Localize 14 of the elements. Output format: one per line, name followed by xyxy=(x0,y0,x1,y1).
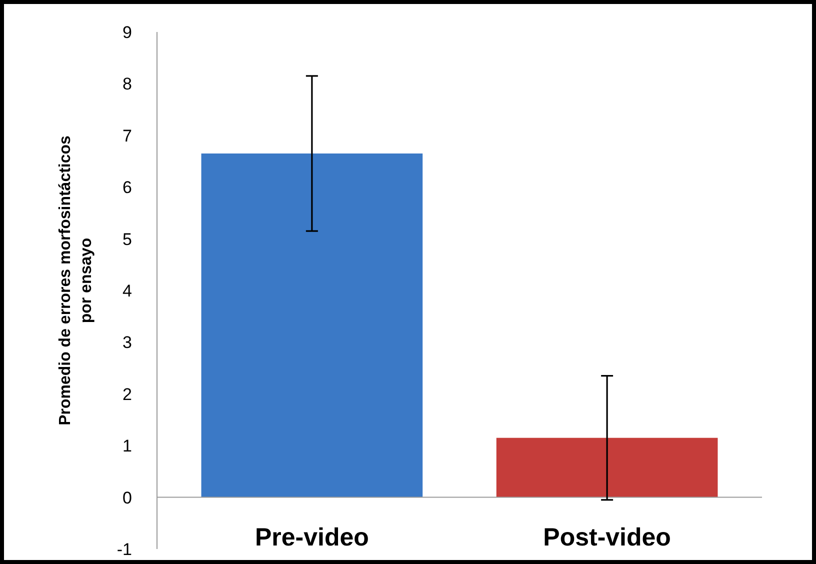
y-tick-label: -1 xyxy=(116,540,132,559)
y-tick-label: 2 xyxy=(122,384,132,404)
y-tick-label: 1 xyxy=(122,436,132,456)
y-tick-label: 3 xyxy=(122,333,132,352)
y-tick-label: 7 xyxy=(122,126,132,146)
x-tick-label: Post-video xyxy=(543,523,671,552)
y-tick-label: 6 xyxy=(122,178,132,198)
y-tick-label: 0 xyxy=(122,488,132,508)
y-tick-label: 5 xyxy=(122,230,132,249)
x-tick-label: Pre-video xyxy=(254,523,369,552)
y-tick-label: 8 xyxy=(122,74,132,94)
y-tick-label: 9 xyxy=(122,22,132,42)
y-tick-label: 4 xyxy=(122,281,132,300)
y-axis-title: Promedio de errores morfosintácticos por ensayo xyxy=(57,135,95,426)
